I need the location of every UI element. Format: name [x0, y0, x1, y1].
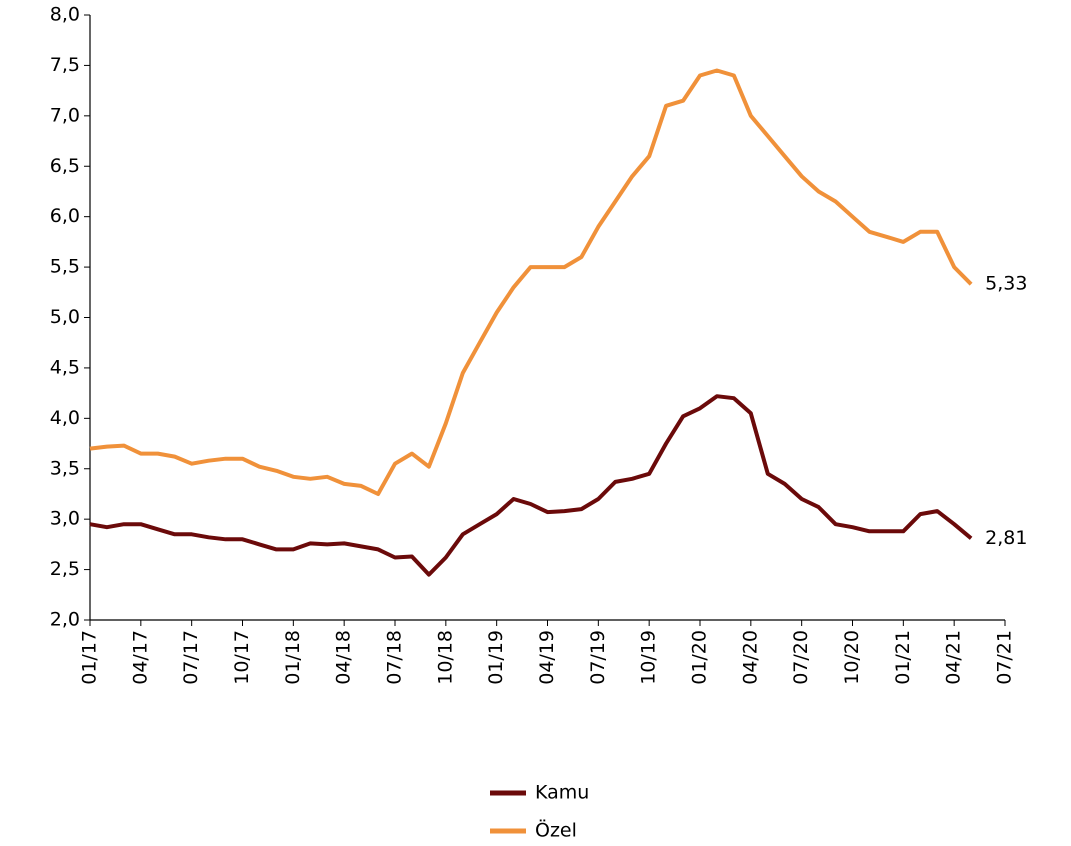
y-tick-label: 8,0 [50, 4, 80, 26]
x-tick-label: 04/17 [129, 630, 151, 685]
legend-label: Kamu [535, 782, 589, 804]
x-tick-label: 04/19 [536, 630, 558, 685]
y-tick-label: 6,0 [50, 205, 80, 227]
end-label: 2,81 [985, 527, 1027, 549]
x-tick-label: 10/19 [638, 630, 660, 685]
x-tick-label: 01/19 [485, 630, 507, 685]
x-tick-label: 07/18 [384, 630, 406, 685]
y-tick-label: 4,5 [50, 356, 80, 378]
x-tick-label: 01/18 [282, 630, 304, 685]
y-tick-label: 7,0 [50, 104, 80, 126]
x-tick-label: 07/21 [994, 630, 1016, 685]
x-tick-label: 07/20 [790, 630, 812, 685]
x-tick-label: 07/17 [180, 630, 202, 685]
end-label: 5,33 [985, 273, 1027, 295]
y-tick-label: 2,0 [50, 609, 80, 631]
x-tick-label: 01/17 [79, 630, 101, 685]
y-tick-label: 6,5 [50, 155, 80, 177]
x-tick-label: 01/20 [689, 630, 711, 685]
x-tick-label: 04/20 [739, 630, 761, 685]
y-tick-label: 2,5 [50, 558, 80, 580]
y-tick-label: 3,0 [50, 508, 80, 530]
x-tick-label: 10/20 [841, 630, 863, 685]
x-tick-label: 07/19 [587, 630, 609, 685]
y-tick-label: 5,0 [50, 306, 80, 328]
y-tick-label: 3,5 [50, 457, 80, 479]
x-tick-label: 10/18 [434, 630, 456, 685]
series-line [89, 394, 973, 577]
y-tick-label: 4,0 [50, 407, 80, 429]
x-tick-label: 01/21 [892, 630, 914, 685]
y-tick-label: 7,5 [50, 54, 80, 76]
series-line [89, 68, 973, 496]
x-tick-label: 10/17 [231, 630, 253, 685]
y-tick-label: 5,5 [50, 256, 80, 278]
legend-label: Özel [535, 819, 577, 842]
x-tick-label: 04/18 [333, 630, 355, 685]
x-tick-label: 04/21 [943, 630, 965, 685]
